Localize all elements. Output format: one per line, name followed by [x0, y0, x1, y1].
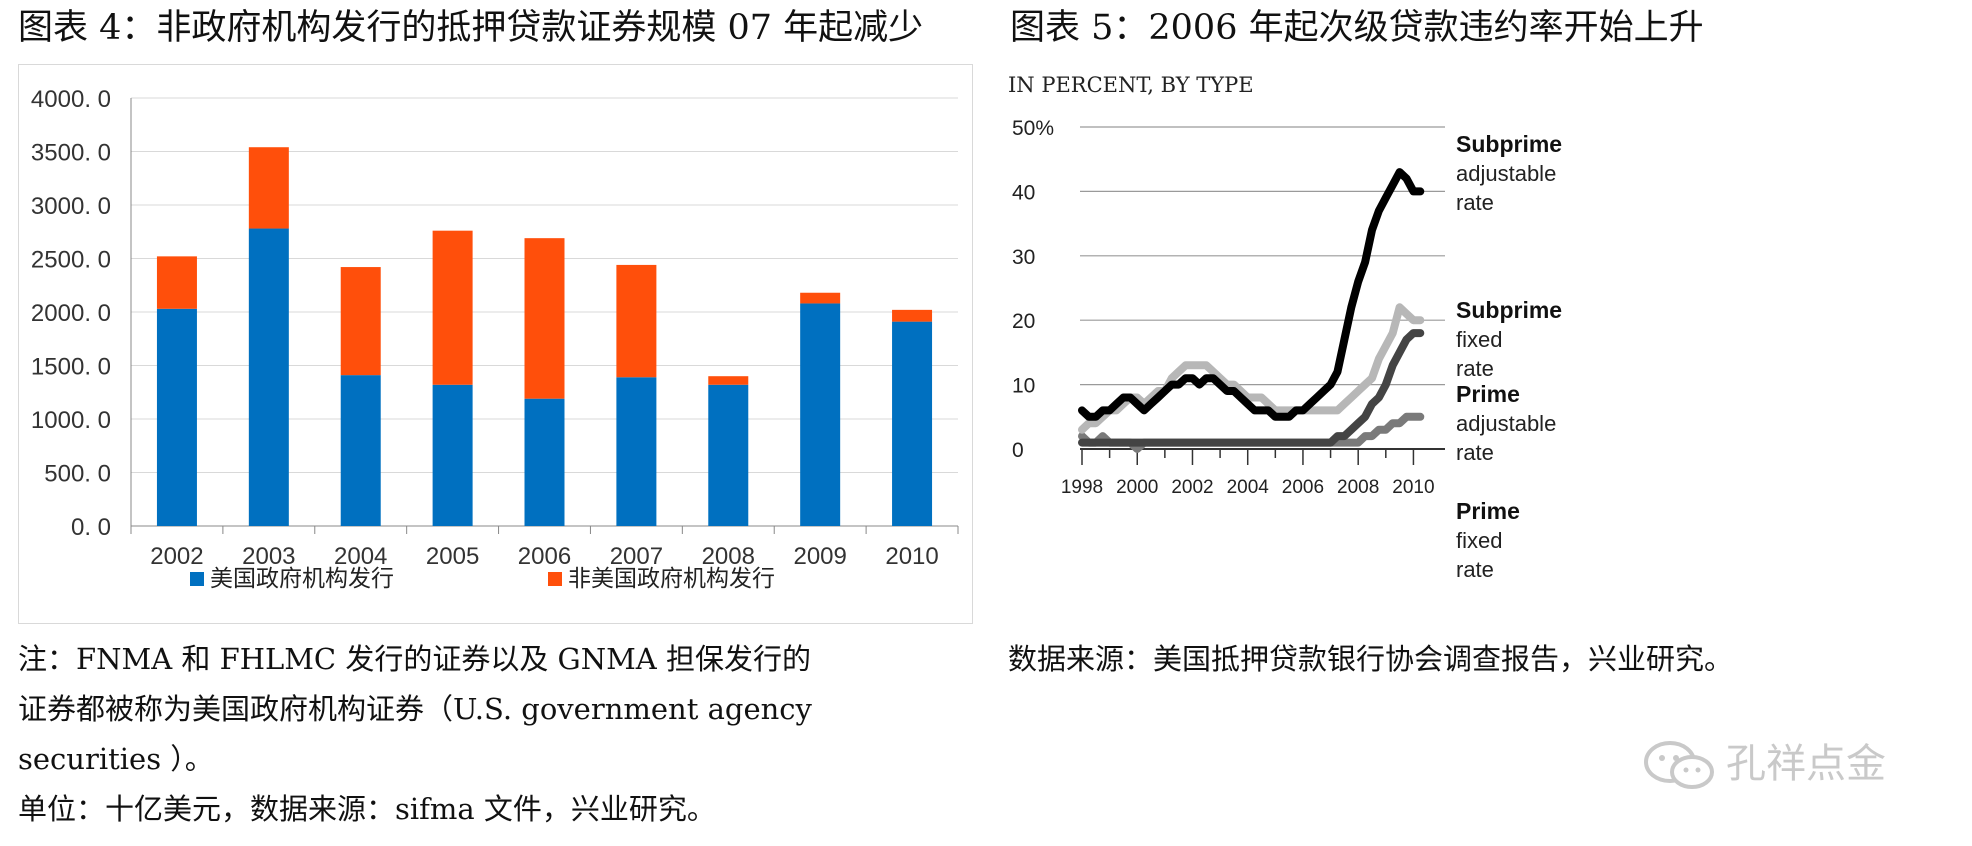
series-label-line: rate — [1456, 440, 1494, 465]
y-tick-label: 1500. 0 — [31, 354, 111, 381]
y-tick-label: 2500. 0 — [31, 247, 111, 274]
series-label-bold: Subprime — [1456, 131, 1562, 157]
y-tick-label: 40 — [1012, 181, 1035, 204]
x-tick-label: 2002 — [150, 543, 203, 570]
bar-agency — [524, 398, 565, 526]
y-tick-label: 30 — [1012, 246, 1035, 269]
x-tick-label: 2005 — [426, 543, 479, 570]
stacked-bar-chart: 4000. 0 3500. 0 3000. 0 2500. 0 2000. 0 1500.… — [18, 64, 973, 624]
bar-agency — [432, 384, 473, 526]
right-chart-panel: IN PERCENT, BY TYPE 50% 40 30 20 10 0 1998 2000 2… — [1000, 64, 1960, 634]
series-label-bold: Prime — [1456, 381, 1520, 407]
legend-swatch — [190, 572, 204, 586]
note-line: 注：FNMA 和 FHLMC 发行的证券以及 GNMA 担保发行的 — [18, 642, 811, 676]
x-tick-label: 2004 — [1227, 477, 1270, 498]
x-tick-label: 2010 — [885, 543, 938, 570]
bar-agency — [616, 377, 657, 526]
legend-label: 美国政府机构发行 — [210, 566, 394, 592]
left-chart-note: 注：FNMA 和 FHLMC 发行的证券以及 GNMA 担保发行的 证券都被称为… — [18, 636, 978, 836]
chart-subtitle: IN PERCENT, BY TYPE — [1008, 73, 1254, 97]
legend-swatch — [548, 572, 562, 586]
y-tick-label: 0 — [1012, 439, 1024, 462]
series-label-line: fixed — [1456, 327, 1502, 352]
bar-non-agency — [156, 256, 197, 309]
series-label-line: adjustable — [1456, 411, 1556, 436]
x-tick-label: 2004 — [334, 543, 387, 570]
y-tick-label: 4000. 0 — [31, 86, 111, 113]
bar-non-agency — [800, 292, 841, 304]
x-tick-label: 2003 — [242, 543, 295, 570]
x-tick-label: 2010 — [1392, 477, 1434, 498]
series-label-line: adjustable — [1456, 161, 1556, 186]
y-tick-label: 500. 0 — [44, 461, 111, 488]
series-label-line: fixed — [1456, 528, 1502, 553]
page-header: 图表 4：非政府机构发行的抵押贷款证券规模 07 年起减少 图表 5：2006 … — [18, 2, 1958, 58]
left-chart-panel: 4000. 0 3500. 0 3000. 0 2500. 0 2000. 0 1500.… — [18, 64, 973, 624]
bar-agency — [340, 375, 381, 526]
watermark: 孔祥点金 — [1640, 730, 1940, 800]
x-tick-label: 2008 — [702, 543, 755, 570]
x-tick-label: 2000 — [1116, 477, 1158, 498]
x-tick-label: 2002 — [1171, 477, 1213, 498]
series-label-bold: Subprime — [1456, 297, 1562, 323]
bar-agency — [156, 308, 197, 526]
bar-agency — [248, 228, 289, 527]
y-tick-label: 3500. 0 — [31, 140, 111, 167]
x-tick-label: 2009 — [793, 543, 846, 570]
series-label-line: rate — [1456, 356, 1494, 381]
x-tick-label: 2006 — [518, 543, 571, 570]
note-line: 单位：十亿美元，数据来源：sifma 文件，兴业研究。 — [18, 792, 716, 826]
wechat-icon — [1644, 741, 1714, 789]
y-tick-label: 20 — [1012, 310, 1035, 333]
y-tick-label: 10 — [1012, 375, 1035, 398]
bar-agency — [800, 303, 841, 526]
bar-non-agency — [432, 230, 473, 385]
bar-non-agency — [524, 238, 565, 399]
x-tick-label: 2006 — [1282, 477, 1324, 498]
series-line — [1078, 168, 1425, 421]
y-tick-label: 3000. 0 — [31, 193, 111, 220]
bar-non-agency — [616, 264, 657, 378]
bar-agency — [892, 321, 933, 526]
legend-label: 非美国政府机构发行 — [568, 566, 775, 592]
y-tick-label: 1000. 0 — [31, 407, 111, 434]
figure-title-left: 图表 4：非政府机构发行的抵押贷款证券规模 07 年起减少 — [18, 8, 924, 48]
y-tick-label: 50% — [1012, 117, 1054, 140]
bar-non-agency — [340, 267, 381, 376]
watermark-text: 孔祥点金 — [1726, 741, 1886, 787]
x-tick-label: 1998 — [1061, 477, 1103, 498]
x-tick-label: 2008 — [1337, 477, 1379, 498]
note-line: 证券都被称为美国政府机构证券（U.S. government agency — [18, 692, 812, 726]
series-line — [1078, 303, 1425, 434]
x-tick-label: 2007 — [610, 543, 663, 570]
note-line: securities ）。 — [18, 742, 214, 776]
right-chart-source: 数据来源：美国抵押贷款银行协会调查报告，兴业研究。 — [1008, 642, 1734, 676]
bar-agency — [708, 384, 749, 526]
y-tick-label: 2000. 0 — [31, 300, 111, 327]
series-label-line: rate — [1456, 557, 1494, 582]
figure-title-right: 图表 5：2006 年起次级贷款违约率开始上升 — [1010, 8, 1704, 48]
series-label-line: rate — [1456, 190, 1494, 215]
bar-non-agency — [708, 376, 749, 385]
y-tick-label: 0. 0 — [71, 514, 111, 541]
bar-non-agency — [248, 147, 289, 229]
series-label-bold: Prime — [1456, 498, 1520, 524]
bar-non-agency — [892, 309, 933, 322]
series-line — [1078, 329, 1425, 447]
